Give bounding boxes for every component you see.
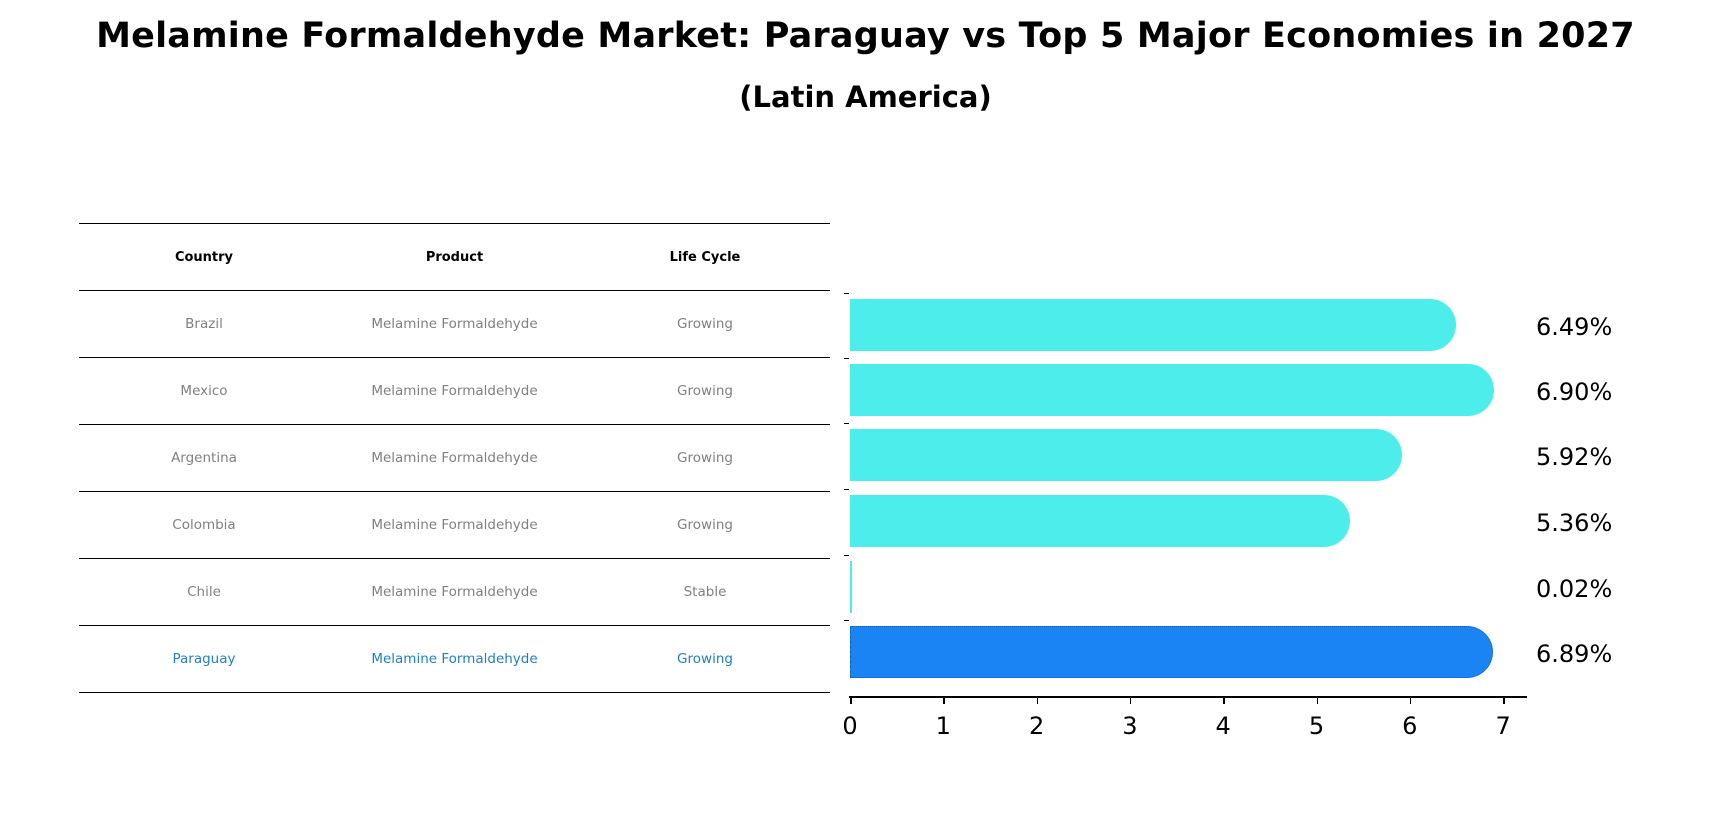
product-cell: Melamine Formaldehyde xyxy=(371,450,538,466)
x-tick-label: 1 xyxy=(935,712,951,740)
chart-title: Melamine Formaldehyde Market: Paraguay v… xyxy=(96,16,1635,56)
table-row: Argentina Melamine Formaldehyde Growing xyxy=(79,424,830,491)
y-tick xyxy=(844,620,849,621)
value-label: 6.90% xyxy=(1536,378,1613,406)
life-cycle-cell: Growing xyxy=(677,316,733,332)
country-cell: Colombia xyxy=(172,517,236,533)
x-tick-label: 6 xyxy=(1402,712,1418,740)
column-header-product: Product xyxy=(425,249,484,265)
bar-paraguay xyxy=(850,626,1493,678)
country-cell: Argentina xyxy=(171,450,237,466)
bar-mexico xyxy=(850,364,1494,416)
bar-brazil xyxy=(850,299,1456,351)
country-cell: Chile xyxy=(187,584,221,600)
table-row: Colombia Melamine Formaldehyde Growing xyxy=(79,491,830,558)
x-tick xyxy=(1409,697,1412,704)
life-cycle-cell: Growing xyxy=(677,651,733,667)
x-tick-label: 7 xyxy=(1495,712,1511,740)
column-header-life-cycle: Life Cycle xyxy=(669,249,741,265)
x-tick-label: 2 xyxy=(1028,712,1045,740)
bar-colombia xyxy=(850,495,1351,547)
y-tick xyxy=(844,358,849,359)
chart-subtitle: (Latin America) xyxy=(739,80,992,114)
country-cell: Brazil xyxy=(185,316,223,332)
product-cell: Melamine Formaldehyde xyxy=(371,383,538,399)
x-axis-line xyxy=(849,696,1527,698)
product-cell: Melamine Formaldehyde xyxy=(371,316,538,332)
bar-argentina xyxy=(850,429,1403,481)
life-cycle-cell: Stable xyxy=(683,584,727,600)
product-cell: Melamine Formaldehyde xyxy=(371,651,538,667)
product-cell: Melamine Formaldehyde xyxy=(371,517,538,533)
value-label: 5.36% xyxy=(1536,509,1613,537)
life-cycle-cell: Growing xyxy=(677,450,733,466)
x-tick xyxy=(1129,697,1132,704)
x-tick xyxy=(1503,697,1505,704)
x-tick-label: 0 xyxy=(842,712,858,740)
country-table: Country Product Life Cycle Brazil Melami… xyxy=(79,223,830,693)
x-tick-label: 4 xyxy=(1215,712,1231,740)
value-label: 6.49% xyxy=(1536,313,1613,341)
y-tick xyxy=(844,423,849,424)
x-tick xyxy=(1223,697,1225,704)
product-cell: Melamine Formaldehyde xyxy=(371,584,538,600)
table-row: Chile Melamine Formaldehyde Stable xyxy=(79,558,830,625)
x-tick xyxy=(850,697,852,704)
country-cell: Paraguay xyxy=(172,651,236,667)
table-row-highlighted: Paraguay Melamine Formaldehyde Growing xyxy=(79,625,830,693)
y-tick xyxy=(844,555,849,556)
value-label: 6.89% xyxy=(1536,640,1613,668)
value-label: 5.92% xyxy=(1536,443,1613,471)
x-tick xyxy=(1316,697,1318,704)
bar-chile xyxy=(850,561,852,613)
column-header-country: Country xyxy=(174,249,234,265)
table-row: Mexico Melamine Formaldehyde Growing xyxy=(79,357,830,424)
life-cycle-cell: Growing xyxy=(677,383,733,399)
x-tick xyxy=(943,697,945,704)
country-cell: Mexico xyxy=(180,383,228,399)
x-tick-label: 5 xyxy=(1308,712,1325,740)
life-cycle-cell: Growing xyxy=(677,517,733,533)
y-tick xyxy=(844,489,849,490)
value-label: 0.02% xyxy=(1536,575,1613,603)
x-tick xyxy=(1036,697,1039,704)
x-tick-label: 3 xyxy=(1122,712,1138,740)
y-tick xyxy=(844,293,849,294)
table-row: Brazil Melamine Formaldehyde Growing xyxy=(79,290,830,357)
table-header-row: Country Product Life Cycle xyxy=(79,223,830,290)
